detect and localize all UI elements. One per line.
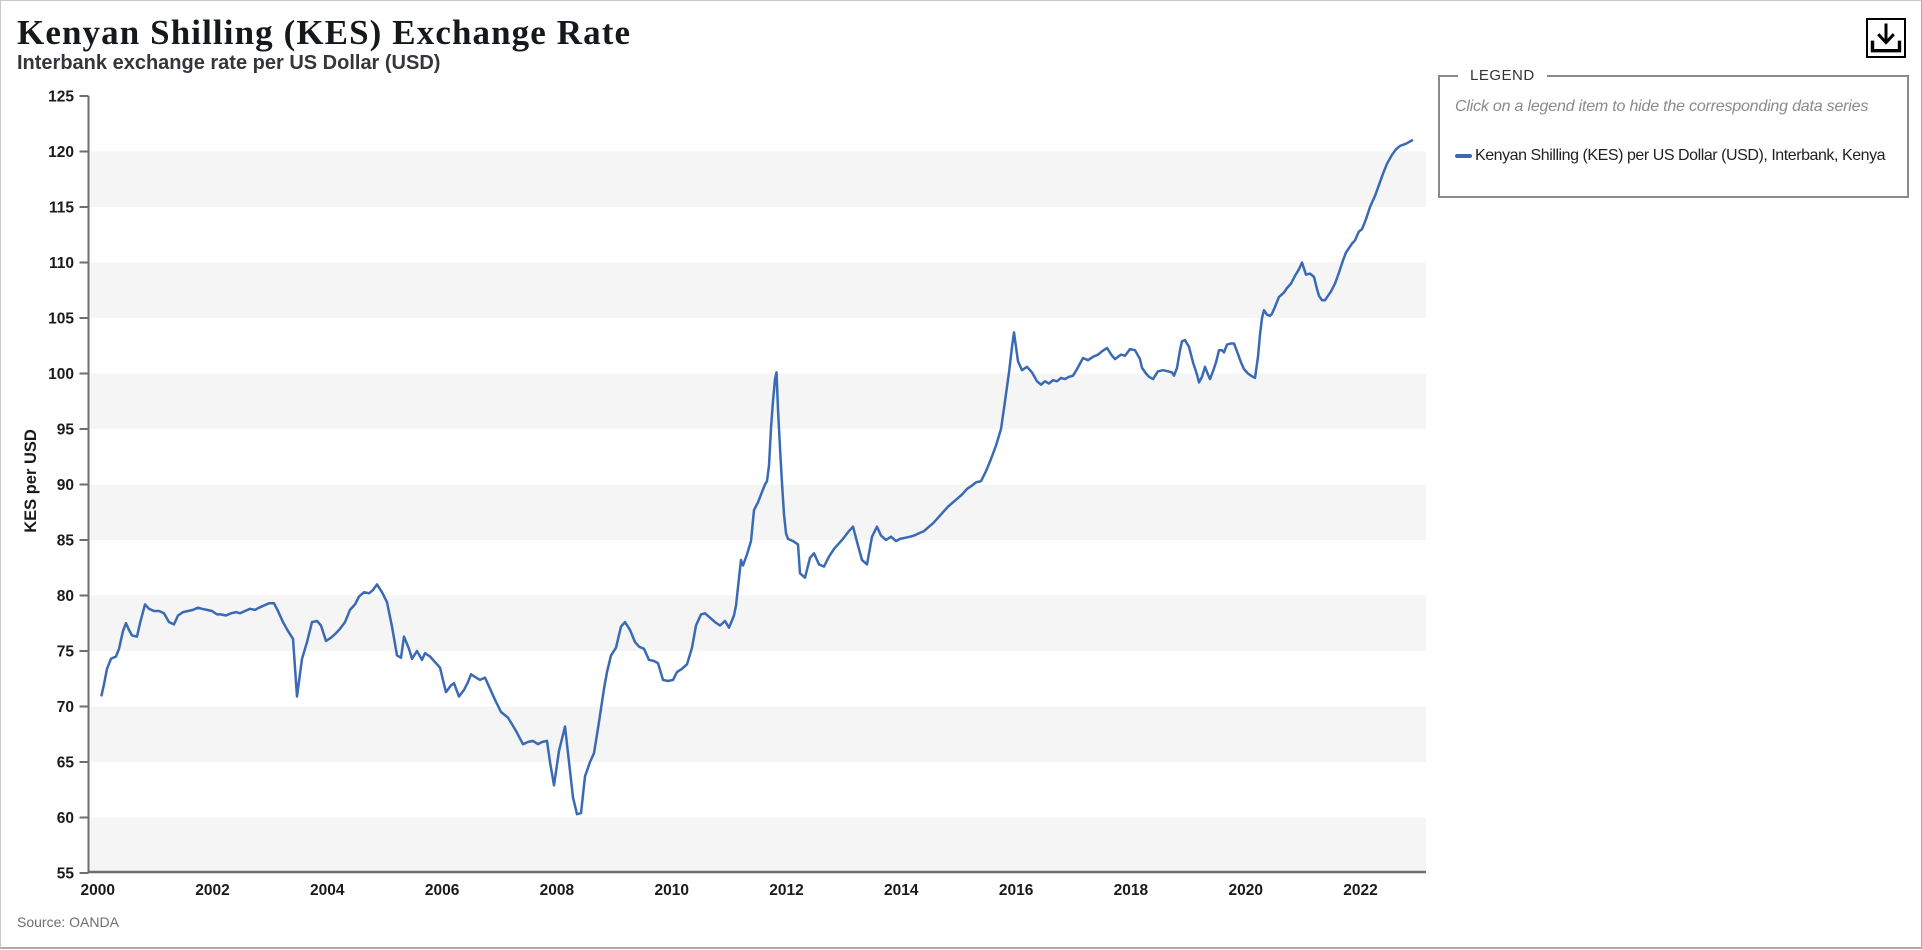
svg-text:60: 60 — [57, 810, 74, 827]
svg-text:2000: 2000 — [80, 882, 114, 899]
svg-text:100: 100 — [48, 366, 74, 383]
svg-text:65: 65 — [57, 755, 75, 772]
svg-text:105: 105 — [48, 311, 74, 328]
svg-text:75: 75 — [57, 644, 75, 661]
svg-text:2008: 2008 — [540, 882, 575, 899]
svg-text:55: 55 — [57, 866, 75, 883]
svg-text:2012: 2012 — [769, 882, 803, 899]
svg-text:2010: 2010 — [654, 882, 688, 899]
svg-text:90: 90 — [57, 477, 74, 494]
svg-text:2016: 2016 — [999, 882, 1034, 899]
svg-text:2006: 2006 — [425, 882, 460, 899]
svg-text:115: 115 — [49, 200, 74, 217]
svg-text:KES per USD: KES per USD — [22, 429, 40, 533]
svg-text:2022: 2022 — [1343, 882, 1377, 899]
svg-text:2004: 2004 — [310, 882, 345, 899]
svg-text:2020: 2020 — [1228, 882, 1262, 899]
svg-text:70: 70 — [57, 699, 74, 716]
svg-text:120: 120 — [48, 144, 74, 161]
svg-text:85: 85 — [57, 533, 75, 550]
svg-text:2002: 2002 — [195, 882, 229, 899]
svg-text:80: 80 — [57, 588, 74, 605]
svg-text:110: 110 — [49, 255, 74, 272]
svg-text:125: 125 — [48, 89, 74, 106]
svg-text:95: 95 — [57, 422, 75, 439]
svg-text:2018: 2018 — [1114, 882, 1149, 899]
svg-text:2014: 2014 — [884, 882, 919, 899]
